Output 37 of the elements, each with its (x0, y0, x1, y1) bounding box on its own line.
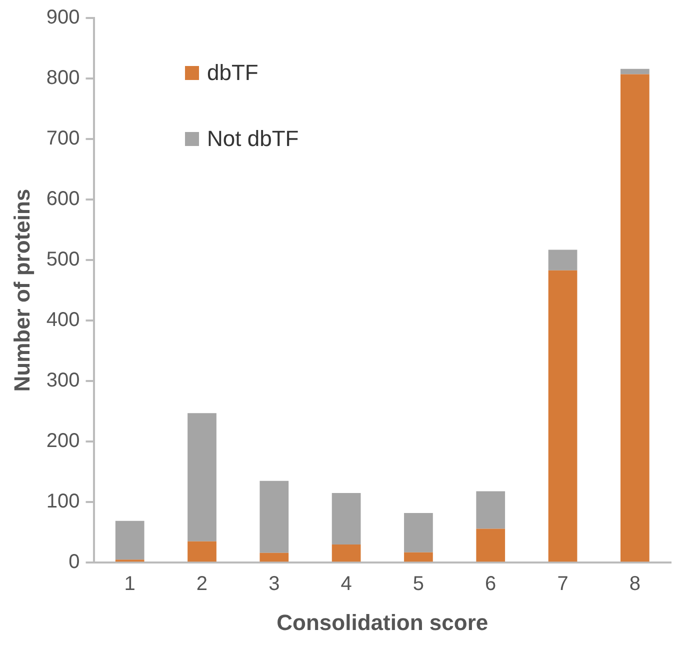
x-tick-label: 5 (412, 573, 424, 596)
bar (188, 541, 216, 562)
legend-label: dbTF (207, 60, 258, 86)
y-axis-title: Number of proteins (9, 188, 34, 392)
y-tick-label: 200 (46, 430, 80, 452)
x-tick-label: 8 (629, 573, 640, 596)
x-tick-label: 1 (124, 573, 136, 596)
legend-label: Not dbTF (207, 126, 299, 152)
bar (548, 250, 578, 270)
y-tick-label: 400 (46, 309, 80, 332)
bar (332, 493, 361, 544)
x-tick-label: 7 (557, 573, 568, 596)
x-tick-label: 3 (268, 573, 280, 596)
bar (115, 520, 144, 560)
bar (620, 68, 650, 74)
x-tick-label: 4 (340, 573, 352, 596)
bar (188, 413, 216, 542)
y-tick-label: 600 (46, 188, 80, 210)
bar (548, 270, 578, 562)
y-tick-label: 500 (46, 248, 80, 271)
bar (476, 528, 506, 562)
bar (332, 544, 361, 562)
bar (620, 74, 650, 562)
x-axis-title: Consolidation score (276, 610, 488, 635)
bar (476, 491, 506, 529)
x-tick-label: 2 (196, 573, 208, 596)
bar (404, 552, 433, 562)
y-tick-label: 0 (68, 551, 80, 574)
y-tick-label: 700 (46, 128, 80, 150)
bar (260, 552, 289, 562)
y-tick-label: 300 (46, 370, 80, 392)
y-tick-label: 100 (46, 490, 80, 513)
bar (260, 480, 289, 553)
y-tick-label: 900 (46, 6, 80, 29)
y-tick-label: 800 (46, 67, 80, 90)
x-tick-label: 6 (485, 573, 496, 596)
bar (404, 512, 433, 552)
